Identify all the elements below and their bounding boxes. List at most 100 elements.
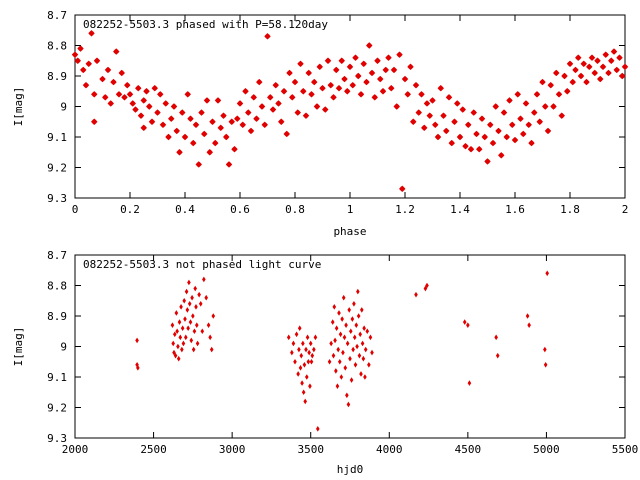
data-point — [113, 48, 120, 55]
data-point — [301, 389, 306, 396]
data-point — [91, 118, 98, 125]
phased-light-curve-panel: 0 0.2 0.4 0.6 0.8 1 1.2 1.4 1.6 1.8 2 8.7 8.8 8.9 9 9.1… — [12, 9, 628, 238]
data-point — [170, 103, 178, 110]
data-point — [528, 139, 535, 147]
data-point — [393, 103, 400, 110]
data-point — [290, 349, 294, 356]
x-tick-label: 1 — [347, 203, 354, 216]
data-point — [159, 121, 167, 128]
data-point — [261, 121, 268, 128]
data-point — [440, 112, 447, 119]
data-point — [599, 63, 607, 71]
data-point — [182, 297, 187, 304]
data-point — [212, 139, 219, 147]
data-point — [335, 383, 340, 389]
y-tick-label: 8.9 — [47, 70, 67, 83]
data-point — [140, 124, 147, 132]
data-point — [494, 334, 498, 341]
data-point — [354, 322, 359, 328]
data-point — [171, 340, 176, 347]
data-point — [344, 88, 351, 95]
data-point — [379, 88, 387, 95]
data-point — [201, 130, 208, 138]
data-point — [197, 291, 201, 298]
data-point — [154, 109, 161, 116]
data-point — [214, 97, 222, 104]
data-point — [351, 346, 355, 353]
data-point — [616, 54, 623, 61]
data-point — [396, 51, 403, 58]
y-axis-label: I[mag] — [12, 327, 25, 367]
x-axis-label: phase — [333, 225, 366, 238]
data-point — [74, 57, 81, 64]
data-point — [342, 334, 347, 341]
data-point — [165, 133, 172, 141]
data-point — [188, 319, 193, 325]
data-point — [177, 319, 182, 325]
data-point — [500, 109, 508, 116]
data-point — [514, 91, 521, 98]
y-tick-label: 8.8 — [47, 40, 67, 53]
data-point — [183, 334, 188, 341]
data-point — [553, 69, 560, 77]
data-point — [306, 358, 311, 365]
data-point — [533, 91, 541, 98]
data-point — [330, 94, 337, 101]
data-point — [423, 100, 431, 107]
data-point — [454, 100, 461, 107]
data-point — [337, 358, 342, 365]
data-point — [303, 398, 308, 405]
x-tick-label: 1.6 — [505, 203, 525, 216]
data-point — [365, 328, 370, 335]
data-point — [297, 346, 301, 353]
data-point — [404, 91, 411, 98]
data-point — [377, 75, 384, 83]
x-tick-label: 3000 — [219, 443, 246, 456]
x-tick-label: 2000 — [62, 443, 89, 456]
data-point — [107, 100, 114, 107]
data-point — [272, 81, 279, 89]
data-point — [366, 42, 373, 49]
data-point — [363, 346, 368, 353]
data-point — [348, 328, 353, 335]
data-point — [330, 319, 335, 325]
data-point — [423, 285, 428, 292]
data-point — [390, 66, 398, 74]
data-point — [223, 133, 230, 141]
data-point — [151, 85, 158, 92]
data-point — [231, 146, 238, 153]
data-point — [264, 33, 271, 40]
data-point — [371, 94, 378, 101]
data-point — [348, 355, 352, 362]
data-point — [329, 340, 333, 347]
data-point — [91, 91, 98, 98]
data-point — [186, 325, 190, 331]
data-point — [465, 121, 472, 128]
data-point — [312, 346, 316, 353]
data-point — [345, 340, 350, 347]
data-point — [338, 57, 345, 64]
data-point — [333, 66, 340, 74]
y-tick-label: 8.9 — [47, 310, 67, 323]
data-point — [356, 288, 360, 295]
x-tick-label: 0.4 — [175, 203, 195, 216]
data-point — [247, 127, 255, 135]
x-tick-label: 2500 — [140, 443, 167, 456]
data-point — [300, 380, 304, 386]
data-point — [591, 69, 598, 77]
data-point — [88, 30, 95, 37]
data-point — [253, 115, 260, 122]
x-tick-label: 0 — [72, 203, 79, 216]
data-point — [517, 115, 524, 122]
data-point — [192, 328, 197, 335]
data-point — [359, 371, 363, 377]
data-point — [382, 66, 389, 74]
data-point — [347, 307, 352, 313]
data-point — [291, 78, 299, 86]
data-point — [421, 124, 428, 132]
data-point — [367, 362, 371, 368]
data-point — [184, 288, 189, 295]
data-point — [322, 106, 329, 113]
data-point — [327, 358, 332, 365]
data-point — [179, 109, 186, 116]
